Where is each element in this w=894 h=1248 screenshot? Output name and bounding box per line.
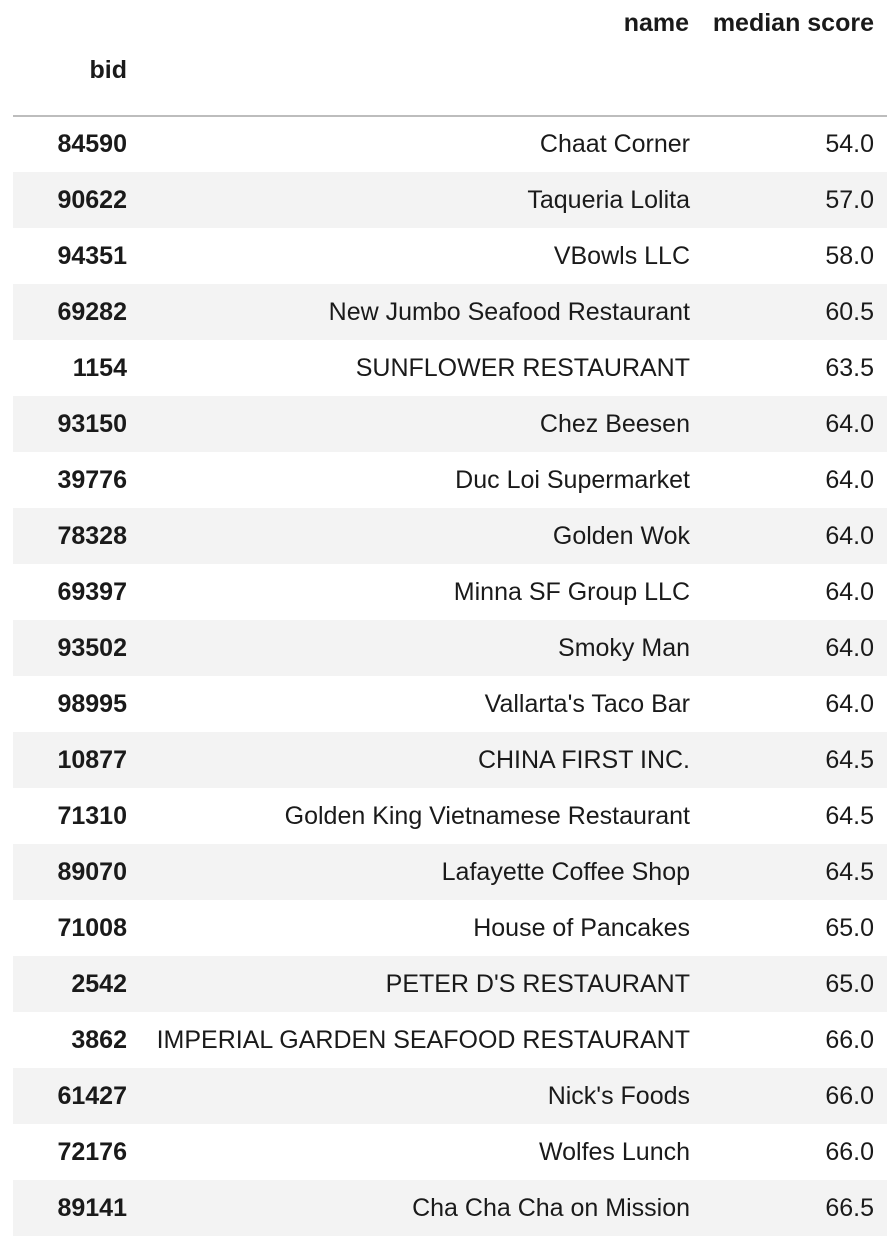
row-name: House of Pancakes: [473, 913, 690, 942]
row-median-score: 60.5: [825, 297, 874, 326]
table-row: 2542 PETER D'S RESTAURANT 65.0: [13, 956, 887, 1012]
row-name: Golden King Vietnamese Restaurant: [284, 801, 690, 830]
table-row: 93150 Chez Beesen 64.0: [13, 396, 887, 452]
row-median-score: 66.0: [825, 1025, 874, 1054]
table-row: 61427 Nick's Foods 66.0: [13, 1068, 887, 1124]
row-median-score: 64.0: [825, 409, 874, 438]
row-name: Taqueria Lolita: [527, 185, 690, 214]
row-median-score: 64.0: [825, 521, 874, 550]
row-name: VBowls LLC: [553, 241, 690, 270]
row-name: IMPERIAL GARDEN SEAFOOD RESTAURANT: [156, 1025, 690, 1054]
index-name-spacer: [702, 46, 887, 117]
row-name: SUNFLOWER RESTAURANT: [355, 353, 690, 382]
row-bid: 89141: [57, 1193, 127, 1222]
table-row: 89070 Lafayette Coffee Shop 64.5: [13, 844, 887, 900]
row-median-score: 64.0: [825, 633, 874, 662]
table-row: 69282 New Jumbo Seafood Restaurant 60.5: [13, 284, 887, 340]
row-name: Minna SF Group LLC: [453, 577, 690, 606]
row-median-score: 57.0: [825, 185, 874, 214]
row-name: CHINA FIRST INC.: [477, 745, 690, 774]
row-name: PETER D'S RESTAURANT: [385, 969, 690, 998]
table-header: name median score bid: [13, 0, 887, 117]
row-bid: 89070: [57, 857, 127, 886]
row-name: Nick's Foods: [547, 1081, 690, 1110]
row-bid: 93502: [57, 633, 127, 662]
row-bid: 1154: [72, 353, 127, 382]
row-name: Chaat Corner: [539, 130, 690, 158]
row-bid: 90622: [57, 185, 127, 214]
row-bid: 10877: [57, 745, 127, 774]
table-body: 84590 Chaat Corner 54.0 90622 Taqueria L…: [13, 116, 887, 1236]
table-row: 71310 Golden King Vietnamese Restaurant …: [13, 788, 887, 844]
row-median-score: 65.0: [825, 969, 874, 998]
table-row: 1154 SUNFLOWER RESTAURANT 63.5: [13, 340, 887, 396]
row-bid: 3862: [71, 1025, 127, 1054]
column-header-median-score: median score: [712, 8, 874, 37]
table-row: 10877 CHINA FIRST INC. 64.5: [13, 732, 887, 788]
index-name-spacer: [127, 46, 702, 117]
row-median-score: 64.0: [825, 577, 874, 606]
table-row: 84590 Chaat Corner 54.0: [13, 116, 887, 172]
table-row: 93502 Smoky Man 64.0: [13, 620, 887, 676]
row-bid: 69282: [57, 297, 127, 326]
row-bid: 61427: [57, 1081, 127, 1110]
row-bid: 2542: [71, 969, 127, 998]
row-median-score: 65.0: [825, 913, 874, 942]
row-median-score: 54.0: [825, 130, 874, 158]
table-row: 78328 Golden Wok 64.0: [13, 508, 887, 564]
table-row: 90622 Taqueria Lolita 57.0: [13, 172, 887, 228]
row-bid: 39776: [57, 465, 127, 494]
table-row: 94351 VBowls LLC 58.0: [13, 228, 887, 284]
row-name: Smoky Man: [558, 633, 690, 662]
row-bid: 93150: [57, 409, 127, 438]
index-corner-cell: [13, 0, 127, 46]
table-row: 72176 Wolfes Lunch 66.0: [13, 1124, 887, 1180]
row-median-score: 64.5: [825, 745, 874, 774]
row-bid: 94351: [57, 241, 127, 270]
row-median-score: 64.0: [825, 465, 874, 494]
row-name: Cha Cha Cha on Mission: [412, 1193, 690, 1222]
row-median-score: 58.0: [825, 241, 874, 270]
row-median-score: 66.0: [825, 1081, 874, 1110]
dataframe-table: name median score bid 84590 Chaat Corner…: [13, 0, 887, 1236]
row-bid: 71008: [57, 913, 127, 942]
table-row: 3862 IMPERIAL GARDEN SEAFOOD RESTAURANT …: [13, 1012, 887, 1068]
row-bid: 84590: [57, 130, 127, 158]
row-median-score: 64.5: [825, 801, 874, 830]
row-median-score: 66.0: [825, 1137, 874, 1166]
row-median-score: 66.5: [825, 1193, 874, 1222]
row-name: Chez Beesen: [539, 409, 690, 438]
row-name: Lafayette Coffee Shop: [441, 857, 690, 886]
table-row: 39776 Duc Loi Supermarket 64.0: [13, 452, 887, 508]
row-name: Vallarta's Taco Bar: [484, 689, 690, 718]
row-name: Wolfes Lunch: [538, 1137, 690, 1166]
row-bid: 71310: [57, 801, 127, 830]
row-bid: 78328: [57, 521, 127, 550]
row-median-score: 64.5: [825, 857, 874, 886]
column-header-name: name: [623, 8, 689, 37]
row-bid: 98995: [57, 689, 127, 718]
row-name: New Jumbo Seafood Restaurant: [328, 297, 690, 326]
index-name-row: bid: [13, 46, 887, 117]
table-row: 71008 House of Pancakes 65.0: [13, 900, 887, 956]
row-name: Duc Loi Supermarket: [455, 465, 690, 494]
table-row: 89141 Cha Cha Cha on Mission 66.5: [13, 1180, 887, 1236]
row-median-score: 64.0: [825, 689, 874, 718]
row-bid: 69397: [57, 577, 127, 606]
column-header-row: name median score: [13, 0, 887, 46]
row-bid: 72176: [57, 1137, 127, 1166]
row-name: Golden Wok: [552, 521, 690, 550]
table-row: 69397 Minna SF Group LLC 64.0: [13, 564, 887, 620]
index-name-label: bid: [13, 46, 127, 117]
row-median-score: 63.5: [825, 353, 874, 382]
table-row: 98995 Vallarta's Taco Bar 64.0: [13, 676, 887, 732]
